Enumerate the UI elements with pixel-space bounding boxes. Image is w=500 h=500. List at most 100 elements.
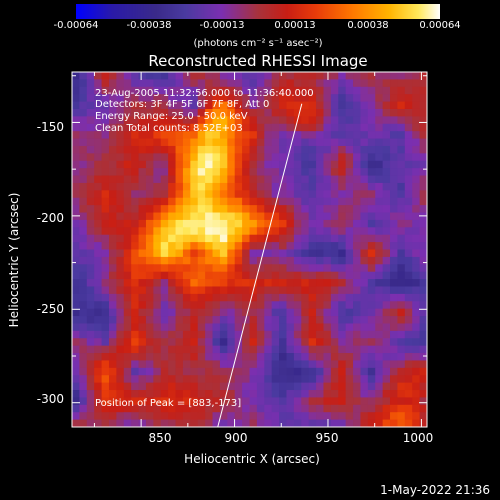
heatmap-cell: [330, 419, 339, 428]
colorbar: [76, 4, 440, 19]
heatmap-cell: [234, 123, 243, 132]
heatmap-cell: [94, 264, 102, 273]
heatmap-cell: [108, 353, 117, 361]
heatmap-cell: [219, 108, 228, 117]
heatmap-cell: [212, 390, 221, 398]
heatmap-cell: [412, 345, 421, 354]
heatmap-cell: [353, 138, 361, 147]
heatmap-cell: [205, 375, 213, 384]
heatmap-cell: [390, 219, 398, 228]
heatmap-cell: [234, 190, 243, 199]
heatmap-cell: [219, 360, 228, 369]
heatmap-cell: [419, 293, 428, 302]
heatmap-cell: [367, 323, 376, 332]
heatmap-cell: [72, 271, 80, 280]
heatmap-cell: [360, 316, 369, 324]
heatmap-cell: [308, 271, 317, 280]
heatmap-cell: [175, 367, 184, 376]
heatmap-cell: [227, 353, 236, 361]
heatmap-cell: [301, 101, 310, 110]
heatmap-cell: [145, 375, 154, 384]
heatmap-cell: [72, 345, 80, 354]
heatmap-cell: [286, 375, 295, 384]
heatmap-cell: [301, 316, 310, 324]
heatmap-cell: [182, 404, 191, 413]
heatmap-cell: [397, 397, 406, 406]
heatmap-cell: [182, 212, 191, 221]
heatmap-cell: [182, 153, 191, 162]
heatmap-cell: [79, 212, 88, 221]
heatmap-cell: [360, 279, 369, 287]
heatmap-cell: [197, 116, 206, 125]
heatmap-cell: [79, 197, 88, 206]
heatmap-cell: [86, 86, 95, 95]
heatmap-cell: [182, 293, 191, 302]
heatmap-cell: [123, 242, 132, 250]
heatmap-cell: [94, 382, 102, 391]
heatmap-cell: [227, 345, 236, 354]
heatmap-cell: [286, 153, 295, 162]
heatmap-cell: [256, 108, 265, 117]
heatmap-cell: [308, 382, 317, 391]
heatmap-cell: [175, 123, 184, 132]
heatmap-cell: [197, 131, 206, 139]
heatmap-cell: [219, 138, 228, 147]
heatmap-cell: [264, 375, 273, 384]
heatmap-cell: [227, 131, 236, 139]
heatmap-cell: [160, 101, 169, 110]
heatmap-cell: [197, 138, 206, 147]
heatmap-cell: [72, 219, 80, 228]
heatmap-cell: [323, 271, 332, 280]
heatmap-cell: [212, 264, 221, 273]
heatmap-cell: [249, 256, 258, 265]
heatmap-cell: [397, 116, 406, 125]
heatmap-cell: [301, 108, 310, 117]
heatmap-cell: [160, 382, 169, 391]
heatmap-cell: [345, 108, 354, 117]
heatmap-cell: [175, 86, 184, 95]
heatmap-cell: [397, 168, 406, 176]
heatmap-cell: [367, 419, 376, 428]
heatmap-cell: [79, 108, 88, 117]
heatmap-cell: [242, 219, 250, 228]
heatmap-cell: [168, 316, 176, 324]
heatmap-cell: [138, 242, 147, 250]
heatmap-cell: [404, 219, 413, 228]
heatmap-cell: [404, 404, 413, 413]
heatmap-cell: [153, 353, 162, 361]
heatmap-cell: [412, 131, 421, 139]
heatmap-cell: [271, 353, 280, 361]
heatmap-cell: [242, 323, 250, 332]
heatmap-cell: [227, 160, 236, 169]
heatmap-cell: [182, 190, 191, 199]
heatmap-cell: [205, 131, 213, 139]
heatmap-cell: [197, 205, 206, 213]
heatmap-cell: [330, 94, 339, 102]
heatmap-cell: [308, 249, 317, 258]
heatmap-cell: [153, 131, 162, 139]
heatmap-cell: [360, 153, 369, 162]
heatmap-cell: [353, 145, 361, 154]
heatmap-cell: [234, 234, 243, 243]
heatmap-cell: [153, 153, 162, 162]
heatmap-cell: [94, 390, 102, 398]
heatmap-cell: [353, 367, 361, 376]
heatmap-cell: [397, 145, 406, 154]
heatmap-cell: [308, 264, 317, 273]
heatmap-cell: [131, 168, 139, 176]
heatmap-cell: [197, 397, 206, 406]
heatmap-cell: [101, 205, 110, 213]
heatmap-cell: [190, 249, 199, 258]
heatmap-cell: [79, 345, 88, 354]
heatmap-cell: [249, 249, 258, 258]
heatmap-cell: [367, 197, 376, 206]
heatmap-cell: [123, 286, 132, 295]
heatmap-cell: [279, 256, 287, 265]
heatmap-cell: [205, 293, 213, 302]
heatmap-cell: [375, 153, 384, 162]
heatmap-cell: [390, 338, 398, 347]
heatmap-cell: [412, 79, 421, 88]
heatmap-cell: [345, 145, 354, 154]
heatmap-cell: [212, 227, 221, 236]
heatmap-cell: [138, 175, 147, 184]
